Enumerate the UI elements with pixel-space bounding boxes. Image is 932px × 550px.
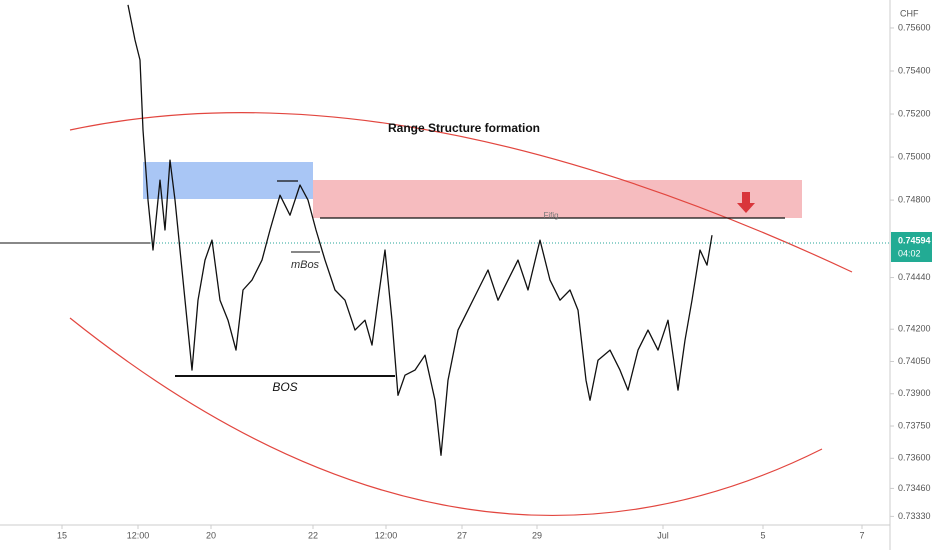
y-tick-label: 0.73330	[898, 511, 931, 521]
y-tick-label: 0.75600	[898, 22, 931, 32]
x-tick-label: Jul	[657, 530, 669, 540]
x-tick-label: 7	[859, 530, 864, 540]
x-tick-label: 29	[532, 530, 542, 540]
x-tick-label: 15	[57, 530, 67, 540]
x-tick-label: 12:00	[375, 530, 398, 540]
mbos-label: mBos	[291, 259, 320, 271]
y-tick-label: 0.73600	[898, 453, 931, 463]
x-tick-label: 27	[457, 530, 467, 540]
fib-label: Fifig	[543, 211, 558, 220]
supply-zone	[313, 180, 802, 218]
x-tick-label: 12:00	[127, 530, 150, 540]
last-price-badge	[891, 232, 932, 262]
down-arrow	[737, 192, 755, 213]
currency-label: CHF	[900, 8, 919, 18]
range-arc-top	[69, 112, 853, 273]
bos-label: BOS	[272, 380, 297, 394]
range-arc-bottom	[69, 317, 823, 517]
x-tick-label: 22	[308, 530, 318, 540]
y-tick-label: 0.74050	[898, 356, 931, 366]
x-tick-label: 20	[206, 530, 216, 540]
countdown-label: 04:02	[898, 248, 921, 258]
y-tick-label: 0.75200	[898, 108, 931, 118]
y-tick-label: 0.75000	[898, 151, 931, 161]
y-tick-label: 0.73750	[898, 420, 931, 430]
x-tick-label: 5	[760, 530, 765, 540]
price-line	[127, 4, 713, 456]
y-tick-label: 0.74440	[898, 272, 931, 282]
last-price-label: 0.74594	[898, 235, 931, 245]
y-tick-label: 0.73460	[898, 483, 931, 493]
chart-title: Range Structure formation	[388, 121, 540, 135]
y-tick-label: 0.73900	[898, 388, 931, 398]
y-tick-label: 0.74200	[898, 324, 931, 334]
y-tick-label: 0.75400	[898, 65, 931, 75]
y-tick-label: 0.74800	[898, 194, 931, 204]
